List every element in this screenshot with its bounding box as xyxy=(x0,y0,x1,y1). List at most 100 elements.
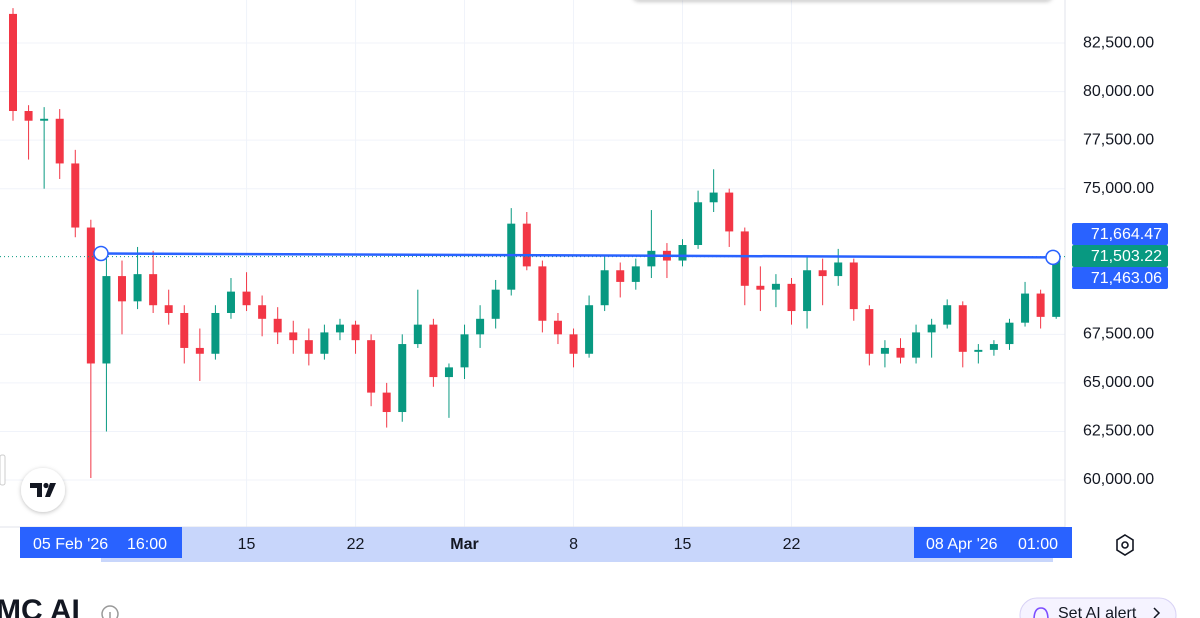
candle-body xyxy=(647,250,656,267)
info-icon[interactable] xyxy=(101,605,119,618)
x-tick-label: 22 xyxy=(783,536,801,553)
y-tick-label: 60,000.00 xyxy=(1083,471,1154,488)
end-date-box xyxy=(914,527,1072,558)
candle-body xyxy=(1036,293,1045,317)
candle-body xyxy=(304,340,313,354)
footer-title: MC AI xyxy=(0,594,80,618)
candle-body xyxy=(927,324,936,333)
y-tick-label: 65,000.00 xyxy=(1083,374,1154,391)
candle-body xyxy=(40,118,49,121)
candle-body xyxy=(865,309,874,354)
candle-body xyxy=(444,367,453,378)
y-tick-label: 67,500.00 xyxy=(1083,326,1154,343)
candle-body xyxy=(149,274,158,306)
candle-body xyxy=(133,274,142,302)
candle-body xyxy=(709,192,718,203)
x-tick-label: Mar xyxy=(450,536,478,553)
candle-body xyxy=(476,318,485,335)
candle-body xyxy=(273,318,282,333)
start-date: 05 Feb '26 xyxy=(33,536,108,553)
candle-body xyxy=(55,118,64,164)
candle-body xyxy=(585,305,594,354)
candle-body xyxy=(226,291,235,313)
candle-body xyxy=(569,334,578,354)
candle-body xyxy=(522,223,531,267)
price-badge-label: 71,664.47 xyxy=(1091,226,1162,243)
candle-body xyxy=(989,344,998,350)
tradingview-logo[interactable] xyxy=(21,468,65,512)
x-tick-label: 8 xyxy=(569,536,578,553)
candle-body xyxy=(1052,256,1061,317)
grid xyxy=(0,0,1065,527)
candle-body xyxy=(974,349,983,352)
candle-body xyxy=(740,231,749,286)
candle-body xyxy=(289,332,298,341)
candle-body xyxy=(211,312,220,354)
price-badge-label: 71,503.22 xyxy=(1091,248,1162,265)
candle-body xyxy=(725,192,734,232)
candle-body xyxy=(631,266,640,282)
candle-body xyxy=(943,305,952,325)
candle-body xyxy=(320,332,329,354)
candle-body xyxy=(818,270,827,277)
candle-body xyxy=(102,276,111,364)
price-badge xyxy=(1072,267,1168,289)
candle-body xyxy=(429,324,438,378)
candle-body xyxy=(180,312,189,348)
ai-alert-label[interactable]: Set AI alert xyxy=(1058,605,1137,618)
candle-body xyxy=(896,347,905,358)
candle-body xyxy=(258,305,267,319)
start-time: 16:00 xyxy=(127,536,167,553)
x-tick-label: 22 xyxy=(347,536,365,553)
y-tick-label: 82,500.00 xyxy=(1083,34,1154,51)
candle-body xyxy=(803,270,812,312)
candle-body xyxy=(834,262,843,277)
candle-body xyxy=(24,111,33,121)
candle-body xyxy=(771,283,780,290)
candle-body xyxy=(382,392,391,413)
candle-body xyxy=(195,347,204,354)
candle-body xyxy=(413,324,422,345)
candle-body xyxy=(398,344,407,413)
time-range-highlight xyxy=(101,527,1053,562)
candle-body xyxy=(694,202,703,246)
candle-body xyxy=(600,270,609,306)
candle-body xyxy=(242,291,251,306)
y-tick-label: 62,500.00 xyxy=(1083,423,1154,440)
side-tab[interactable] xyxy=(0,454,6,486)
candle-body xyxy=(1021,293,1030,323)
x-tick-label: 15 xyxy=(238,536,256,553)
candles xyxy=(9,8,1061,479)
candle-body xyxy=(958,305,967,352)
overlay xyxy=(0,245,1065,266)
settings-gear[interactable] xyxy=(1116,534,1134,556)
candle-body xyxy=(71,163,80,228)
candle-body xyxy=(491,289,500,319)
trend-handle xyxy=(93,245,109,262)
price-badge-label: 71,463.06 xyxy=(1091,270,1162,287)
end-time: 01:00 xyxy=(1018,536,1058,553)
trend-handle xyxy=(1045,249,1061,266)
candle-body xyxy=(880,347,889,354)
candle-body xyxy=(117,276,126,302)
y-tick-label: 77,500.00 xyxy=(1083,131,1154,148)
candle-body xyxy=(553,320,562,335)
price-badge xyxy=(1072,223,1168,245)
candle-body xyxy=(678,245,687,261)
price-badge xyxy=(1072,245,1168,267)
y-tick-label: 80,000.00 xyxy=(1083,83,1154,100)
candle-body xyxy=(787,283,796,312)
candle-body xyxy=(616,270,625,282)
candle-body xyxy=(1005,322,1014,345)
x-tick-label: 15 xyxy=(674,536,692,553)
ai-alert-button[interactable]: Set AI alert xyxy=(1019,597,1177,618)
candle-body xyxy=(849,262,858,310)
end-date: 08 Apr '26 xyxy=(926,536,998,553)
candle-body xyxy=(367,340,376,393)
candle-body xyxy=(86,227,95,364)
candle-body xyxy=(460,334,469,368)
candle-body xyxy=(507,223,516,290)
candle-body xyxy=(351,324,360,341)
